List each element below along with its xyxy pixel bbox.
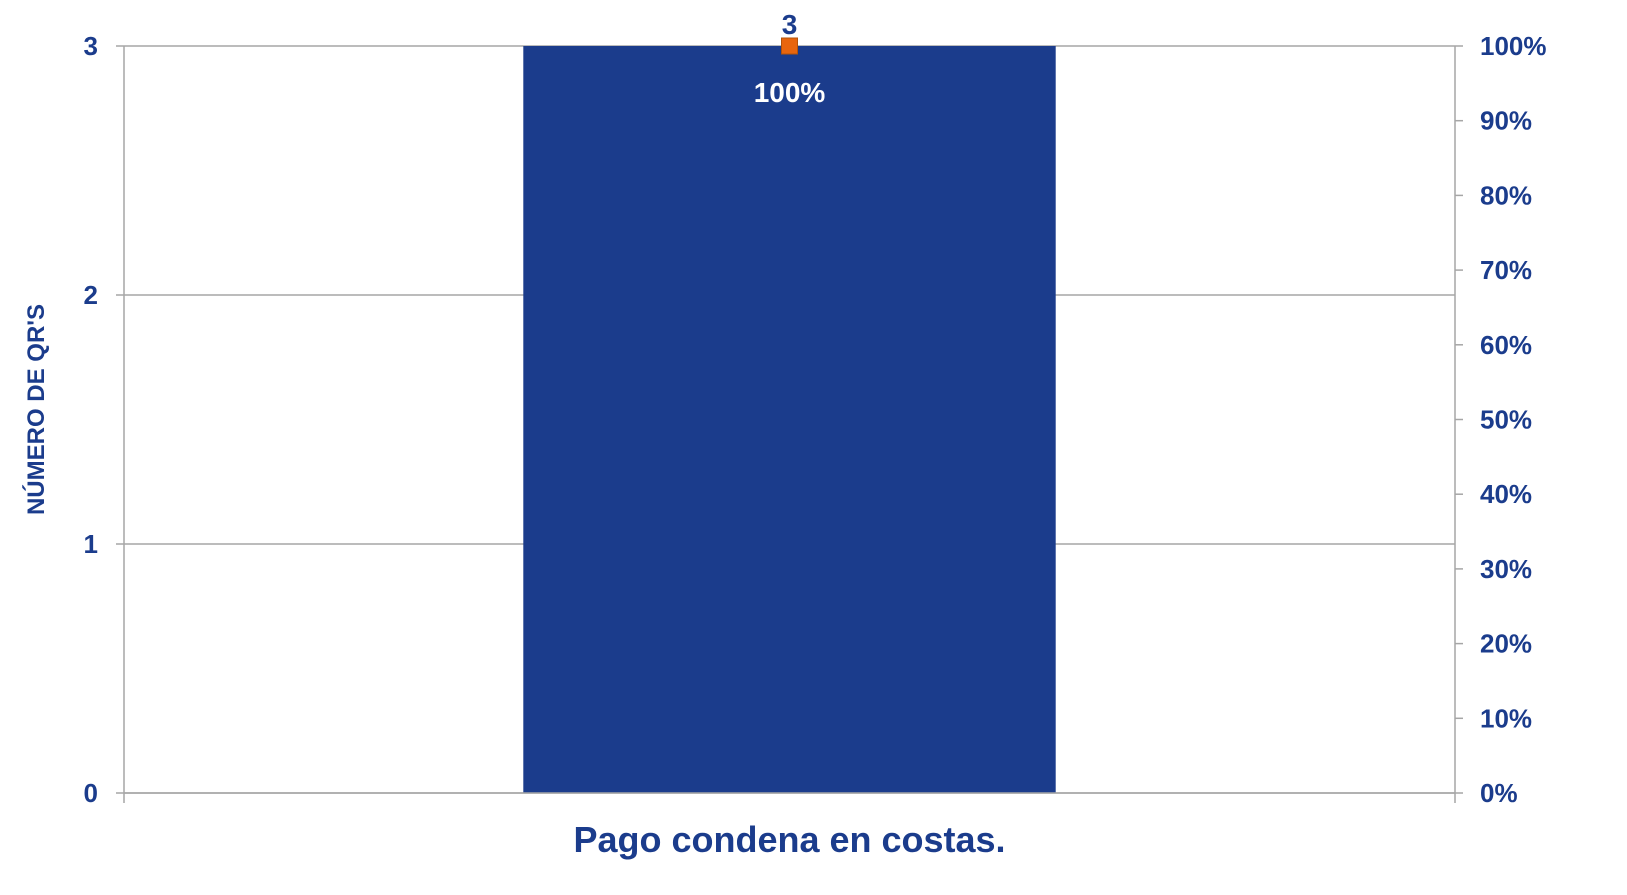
y-tick-label: 3 xyxy=(84,31,98,61)
y-axis-title: NÚMERO DE QR'S xyxy=(22,304,50,515)
x-tick-label: Pago condena en costas. xyxy=(573,819,1005,860)
line-value-label: 100% xyxy=(754,77,826,108)
bars xyxy=(523,46,1056,793)
y2-tick-label: 10% xyxy=(1480,703,1532,733)
y-tick-label: 2 xyxy=(84,280,98,310)
y2-tick-label: 70% xyxy=(1480,255,1532,285)
axes: 01230%10%20%30%40%50%60%70%80%90%100%Pag… xyxy=(22,31,1547,860)
y2-tick-label: 0% xyxy=(1480,778,1518,808)
cumulative-line xyxy=(781,37,798,55)
line-point-marker xyxy=(781,37,798,55)
bar xyxy=(523,46,1056,793)
y2-tick-label: 60% xyxy=(1480,330,1532,360)
y2-tick-label: 90% xyxy=(1480,106,1532,136)
labels: 3 100% xyxy=(754,9,826,108)
bar-value-label: 3 xyxy=(782,9,798,40)
y2-tick-label: 100% xyxy=(1480,31,1547,61)
y2-tick-label: 20% xyxy=(1480,629,1532,659)
y2-tick-label: 40% xyxy=(1480,479,1532,509)
y-tick-label: 1 xyxy=(84,529,98,559)
y-tick-label: 0 xyxy=(84,778,98,808)
y2-tick-label: 30% xyxy=(1480,554,1532,584)
y2-tick-label: 50% xyxy=(1480,405,1532,435)
y2-tick-label: 80% xyxy=(1480,180,1532,210)
